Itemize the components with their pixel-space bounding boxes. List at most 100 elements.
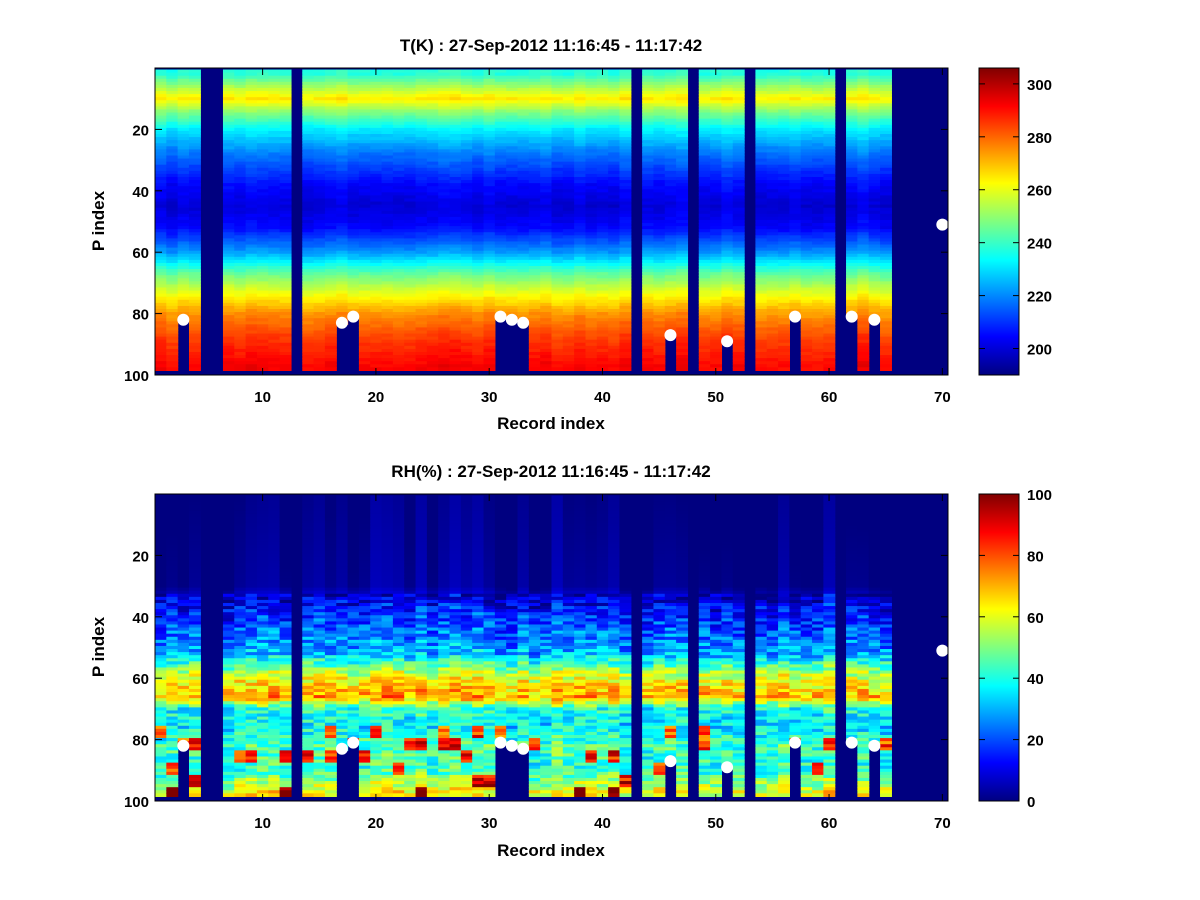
temperature-cell bbox=[574, 305, 587, 310]
temperature-cell bbox=[155, 345, 167, 350]
temperature-cell bbox=[483, 124, 496, 129]
temperature-cell bbox=[619, 75, 632, 80]
temperature-cell bbox=[404, 348, 417, 353]
temperature-cell bbox=[506, 308, 519, 313]
temperature-cell bbox=[460, 87, 473, 92]
temperature-cell bbox=[426, 213, 439, 218]
temperature-cell bbox=[234, 186, 247, 190]
temperature-cell bbox=[755, 109, 768, 114]
temperature-cell bbox=[721, 195, 734, 200]
temperature-cell bbox=[721, 266, 734, 270]
temperature-cell bbox=[166, 250, 179, 255]
temperature-cell bbox=[506, 109, 519, 114]
temperature-cell bbox=[789, 204, 802, 209]
temperature-record-column bbox=[721, 69, 734, 344]
temperature-cell bbox=[732, 296, 745, 301]
temperature-cell bbox=[619, 269, 632, 273]
temperature-cell bbox=[177, 106, 190, 111]
temperature-cell bbox=[506, 84, 519, 89]
temperature-cell bbox=[778, 176, 790, 181]
temperature-cell bbox=[347, 256, 360, 261]
temperature-cell bbox=[268, 192, 281, 197]
temperature-cell bbox=[710, 305, 723, 310]
temperature-cell bbox=[653, 173, 666, 178]
temperature-cell bbox=[608, 293, 621, 298]
temperature-cell bbox=[585, 342, 598, 347]
temperature-cell bbox=[166, 103, 179, 107]
temperature-cell bbox=[506, 176, 519, 181]
temperature-cell bbox=[460, 219, 473, 224]
temperature-cell bbox=[540, 173, 553, 178]
temperature-cell bbox=[449, 75, 462, 80]
temperature-cell bbox=[472, 180, 485, 184]
temperature-cell bbox=[778, 364, 790, 368]
temperature-cell bbox=[664, 192, 677, 197]
temperature-cell bbox=[585, 345, 598, 350]
temperature-cell bbox=[370, 241, 383, 246]
temperature-cell bbox=[551, 339, 564, 344]
temperature-cell bbox=[562, 361, 575, 365]
temperature-cell bbox=[585, 195, 598, 200]
temperature-cell bbox=[188, 355, 201, 359]
temperature-cell bbox=[517, 253, 530, 258]
temperature-cell bbox=[245, 296, 258, 301]
temperature-cell bbox=[302, 72, 315, 77]
temperature-cell bbox=[732, 72, 745, 77]
temperature-cell bbox=[222, 308, 235, 313]
temperature-cell bbox=[562, 305, 575, 310]
temperature-cell bbox=[698, 361, 711, 365]
temperature-cell bbox=[506, 287, 519, 292]
temperature-cell bbox=[155, 232, 167, 236]
temperature-cell bbox=[551, 247, 564, 252]
temperature-cell bbox=[664, 287, 677, 292]
temperature-cell bbox=[370, 281, 383, 286]
temperature-cell bbox=[302, 167, 315, 172]
temperature-cell bbox=[710, 364, 723, 368]
temperature-cell bbox=[426, 69, 439, 74]
temperature-cell bbox=[166, 336, 179, 341]
temperature-cell bbox=[698, 333, 711, 338]
temperature-cell bbox=[562, 201, 575, 206]
temperature-cell bbox=[370, 333, 383, 338]
temperature-cell bbox=[483, 358, 496, 362]
temperature-cell bbox=[755, 253, 768, 258]
temperature-cell bbox=[540, 137, 553, 141]
temperature-cell bbox=[698, 244, 711, 249]
temperature-cell bbox=[596, 348, 609, 353]
temperature-cell bbox=[483, 109, 496, 114]
temperature-cell bbox=[438, 327, 451, 332]
temperature-cell bbox=[381, 299, 394, 304]
temperature-cell bbox=[755, 97, 768, 101]
temperature-cell bbox=[766, 140, 779, 144]
temperature-cell bbox=[324, 358, 337, 362]
temperature-cell bbox=[710, 302, 723, 307]
temperature-cell bbox=[358, 266, 371, 270]
temperature-cell bbox=[608, 361, 621, 365]
temperature-cell bbox=[438, 299, 451, 304]
temperature-cell bbox=[268, 158, 281, 163]
temperature-heatmap bbox=[155, 68, 948, 375]
temperature-cell bbox=[766, 173, 779, 178]
temperature-cell bbox=[404, 345, 417, 350]
temperature-cell bbox=[460, 149, 473, 154]
temperature-cell bbox=[540, 78, 553, 83]
temperature-cell bbox=[494, 226, 507, 230]
temperature-cell bbox=[562, 192, 575, 197]
temperature-cell bbox=[778, 173, 790, 178]
temperature-cell bbox=[596, 305, 609, 310]
temperature-cell bbox=[766, 247, 779, 252]
temperature-cell bbox=[449, 115, 462, 120]
temperature-cell bbox=[642, 327, 655, 332]
temperature-cell bbox=[562, 324, 575, 329]
temperature-cell bbox=[596, 287, 609, 292]
temperature-cell bbox=[766, 109, 779, 114]
temperature-cell bbox=[302, 94, 315, 98]
temperature-cell bbox=[698, 127, 711, 132]
temperature-cell bbox=[415, 69, 428, 74]
temperature-cell bbox=[562, 336, 575, 341]
temperature-cell bbox=[608, 324, 621, 329]
temperature-cell bbox=[608, 146, 621, 150]
temperature-cell bbox=[256, 158, 269, 163]
temperature-cell bbox=[710, 192, 723, 197]
temperature-cell bbox=[755, 146, 768, 150]
